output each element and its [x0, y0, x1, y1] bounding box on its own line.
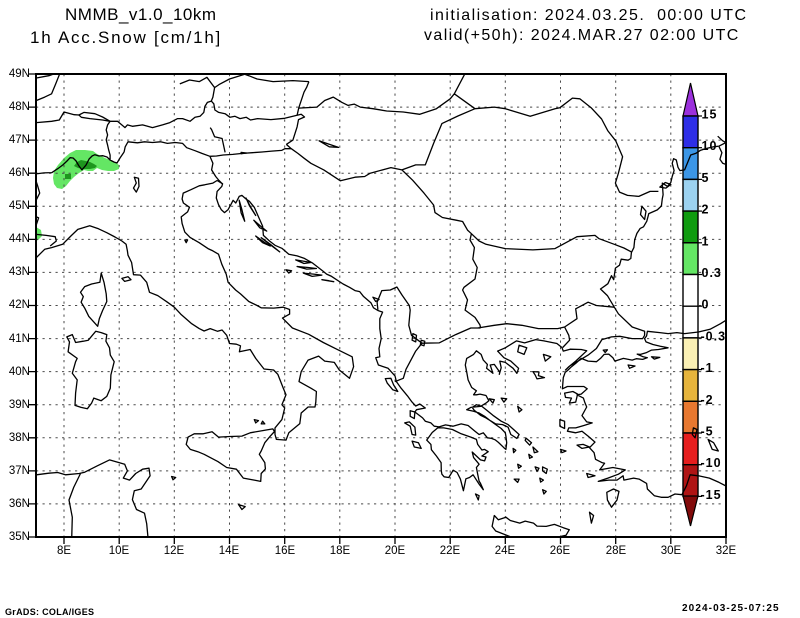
svg-text:1: 1: [702, 234, 710, 248]
svg-text:2: 2: [702, 203, 710, 217]
svg-text:15: 15: [702, 108, 718, 122]
svg-text:-10: -10: [701, 456, 722, 470]
svg-text:-15: -15: [701, 488, 722, 502]
svg-text:-0.3: -0.3: [701, 329, 727, 343]
svg-text:-5: -5: [701, 425, 714, 439]
svg-text:0: 0: [702, 298, 710, 312]
svg-text:5: 5: [702, 171, 710, 185]
svg-text:0.3: 0.3: [702, 266, 722, 280]
svg-text:-2: -2: [701, 393, 714, 407]
svg-text:10: 10: [702, 139, 718, 153]
svg-text:-1: -1: [701, 361, 714, 375]
